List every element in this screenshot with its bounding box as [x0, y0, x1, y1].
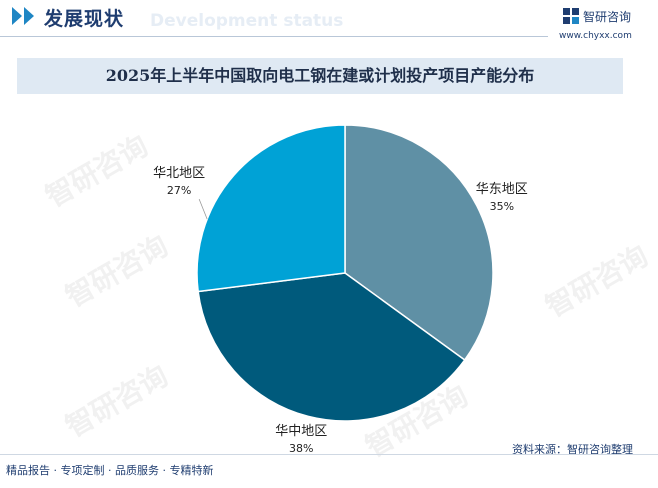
slice-value-label: 38% — [289, 442, 313, 455]
header-divider — [0, 36, 548, 37]
pie-slice — [197, 272, 466, 422]
brand-logo-icon — [563, 8, 579, 24]
chevron-right-icon — [24, 7, 34, 25]
brand-url: www.chyxx.com — [559, 31, 632, 41]
footer-tagline: 精品报告 · 专项定制 · 品质服务 · 专精特新 — [6, 464, 214, 477]
section-title: 发展现状 — [44, 8, 125, 30]
slice-label: 华中地区 — [275, 424, 327, 439]
section-subtitle: Development status — [150, 11, 344, 31]
chart-title: 2025年上半年中国取向电工钢在建或计划投产项目产能分布 — [105, 66, 535, 85]
section-header: Development status 发展现状 — [0, 0, 658, 42]
slice-value-label: 35% — [490, 200, 514, 213]
brand-name: 智研咨询 — [583, 10, 632, 24]
chevron-right-icon — [12, 7, 22, 25]
pie-slice — [196, 124, 346, 293]
footer-divider — [0, 454, 658, 455]
slice-label: 华东地区 — [476, 182, 528, 197]
footer: 精品报告 · 专项定制 · 品质服务 · 专精特新 — [0, 454, 658, 488]
pie-slice — [344, 124, 494, 362]
leader-line — [198, 198, 208, 220]
chart-title-bar: 2025年上半年中国取向电工钢在建或计划投产项目产能分布 — [17, 58, 623, 94]
slice-value-label: 27% — [167, 184, 191, 197]
source-note: 资料来源：智研咨询整理 — [512, 443, 633, 456]
slice-label: 华北地区 — [153, 166, 205, 181]
